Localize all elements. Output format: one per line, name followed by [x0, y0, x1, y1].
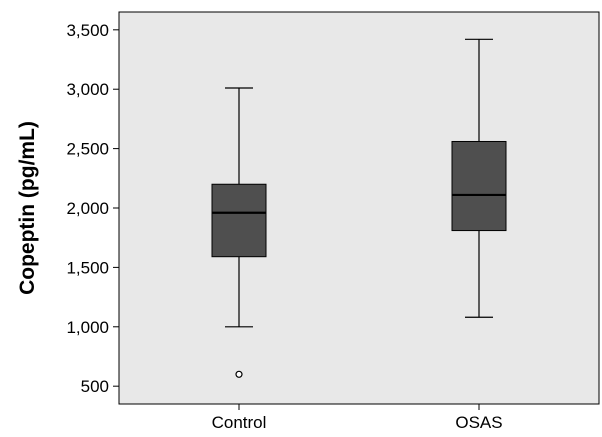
iqr-box: [451, 140, 507, 232]
box-group-control: [211, 87, 267, 378]
box-group-osas: [451, 38, 507, 318]
boxes: [211, 38, 507, 378]
y-tick-label: 1,500: [66, 258, 109, 277]
y-tick-label: 3,500: [66, 21, 109, 40]
outlier-point: [235, 370, 243, 378]
x-axis: Control OSAS: [212, 404, 503, 432]
y-tick-label: 2,500: [66, 140, 109, 159]
plot-area: [118, 11, 600, 405]
y-tick-label: 500: [81, 377, 109, 396]
x-tick-label: OSAS: [455, 413, 502, 432]
y-axis: 500 1,000 1,500 2,000 2,500 3,000 3,500: [66, 21, 119, 396]
y-axis-title: Copeptin (pg/mL): [16, 121, 39, 295]
y-tick-label: 2,000: [66, 199, 109, 218]
y-tick-label: 1,000: [66, 318, 109, 337]
y-tick-label: 3,000: [66, 80, 109, 99]
x-tick-label: Control: [212, 413, 267, 432]
iqr-box: [211, 183, 267, 258]
